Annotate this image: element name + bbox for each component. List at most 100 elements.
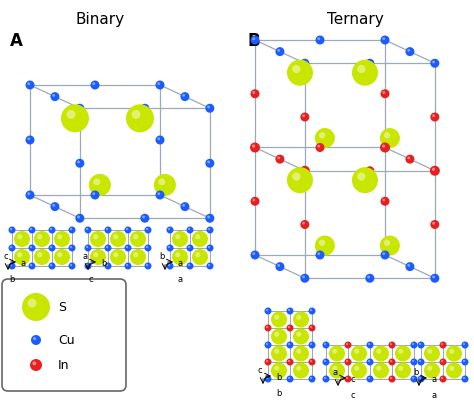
Circle shape (352, 60, 378, 85)
Text: Cu: Cu (58, 334, 74, 347)
Circle shape (172, 231, 188, 247)
Circle shape (30, 246, 32, 248)
Circle shape (182, 94, 185, 97)
Circle shape (250, 36, 259, 44)
Circle shape (310, 377, 312, 379)
Circle shape (125, 263, 131, 269)
Circle shape (351, 346, 367, 361)
Circle shape (207, 227, 213, 234)
Circle shape (430, 166, 440, 176)
FancyBboxPatch shape (2, 279, 126, 391)
Circle shape (357, 65, 365, 73)
Circle shape (288, 377, 290, 379)
Circle shape (90, 231, 106, 247)
Circle shape (86, 264, 88, 266)
Circle shape (33, 337, 36, 340)
Circle shape (157, 82, 160, 85)
Circle shape (69, 263, 75, 269)
Circle shape (126, 264, 128, 266)
Circle shape (9, 244, 16, 251)
Circle shape (113, 234, 118, 239)
Circle shape (316, 143, 325, 152)
Circle shape (376, 366, 381, 371)
Circle shape (352, 167, 378, 193)
Circle shape (395, 362, 411, 378)
Circle shape (322, 359, 329, 366)
Circle shape (27, 299, 36, 308)
Circle shape (31, 335, 41, 345)
Circle shape (84, 244, 91, 251)
Circle shape (168, 228, 170, 230)
Circle shape (302, 114, 305, 117)
Circle shape (132, 110, 140, 119)
Circle shape (324, 343, 326, 345)
Circle shape (412, 377, 414, 379)
Circle shape (324, 377, 326, 379)
Circle shape (125, 227, 131, 234)
Circle shape (463, 343, 465, 345)
Circle shape (70, 246, 72, 248)
Circle shape (27, 137, 30, 140)
Circle shape (69, 227, 75, 234)
Circle shape (110, 249, 126, 265)
Circle shape (205, 159, 214, 168)
Circle shape (264, 325, 272, 332)
Circle shape (26, 136, 35, 144)
Circle shape (155, 190, 164, 200)
Circle shape (130, 231, 146, 247)
Circle shape (439, 359, 447, 366)
Circle shape (419, 343, 421, 345)
Circle shape (410, 342, 418, 349)
Circle shape (172, 249, 188, 265)
Text: c: c (3, 252, 8, 261)
Circle shape (430, 112, 439, 122)
Circle shape (389, 359, 395, 366)
Circle shape (317, 145, 320, 148)
Text: B: B (248, 32, 261, 50)
Circle shape (250, 142, 260, 152)
Circle shape (430, 59, 439, 68)
Circle shape (37, 252, 42, 257)
Circle shape (418, 359, 425, 366)
Circle shape (104, 263, 111, 269)
Circle shape (310, 343, 312, 345)
Circle shape (271, 346, 287, 361)
Circle shape (208, 228, 210, 230)
Circle shape (381, 251, 390, 259)
Circle shape (57, 252, 62, 257)
Circle shape (286, 359, 293, 366)
Circle shape (288, 326, 290, 328)
Circle shape (424, 362, 440, 378)
Circle shape (296, 332, 301, 337)
Circle shape (288, 343, 290, 345)
Circle shape (50, 202, 59, 211)
Circle shape (61, 104, 89, 132)
Circle shape (287, 60, 313, 85)
Circle shape (373, 362, 389, 378)
Circle shape (345, 359, 352, 366)
Circle shape (287, 167, 313, 193)
Text: b: b (160, 252, 165, 261)
Circle shape (432, 114, 435, 117)
Circle shape (175, 252, 180, 257)
Circle shape (252, 198, 255, 201)
Circle shape (405, 47, 414, 56)
Circle shape (332, 366, 337, 371)
Circle shape (154, 174, 176, 196)
Circle shape (275, 47, 284, 56)
Circle shape (52, 204, 55, 207)
Circle shape (293, 329, 309, 344)
Circle shape (418, 376, 425, 383)
Circle shape (93, 234, 98, 239)
Circle shape (332, 349, 337, 354)
Circle shape (296, 349, 301, 354)
Circle shape (410, 359, 418, 366)
Circle shape (309, 308, 316, 315)
Circle shape (104, 244, 111, 251)
Circle shape (310, 326, 312, 328)
Circle shape (432, 222, 435, 225)
Circle shape (296, 366, 301, 371)
Circle shape (145, 227, 152, 234)
Circle shape (383, 252, 385, 255)
Circle shape (351, 362, 367, 378)
